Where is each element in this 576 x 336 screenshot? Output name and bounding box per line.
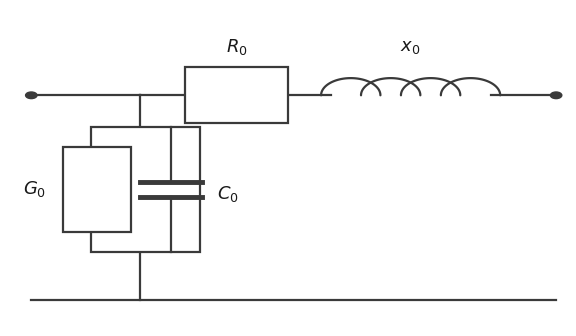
Text: $C_0$: $C_0$	[217, 184, 239, 204]
Bar	[185, 67, 288, 123]
Text: $x_0$: $x_0$	[400, 38, 421, 56]
Text: $G_0$: $G_0$	[22, 179, 46, 200]
Bar	[91, 127, 199, 252]
Circle shape	[551, 92, 562, 98]
Text: $R_0$: $R_0$	[226, 37, 248, 57]
Circle shape	[25, 92, 37, 98]
Bar	[63, 146, 131, 233]
